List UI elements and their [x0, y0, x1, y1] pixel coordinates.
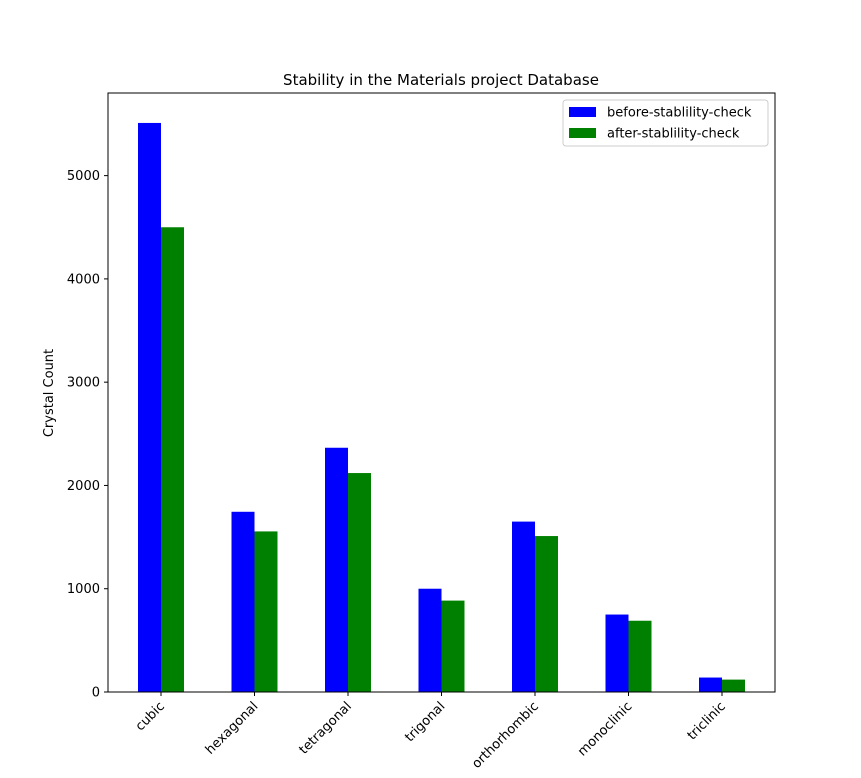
bars: [138, 122, 745, 693]
x-tick-label: triclinic: [685, 699, 729, 743]
legend-box: [562, 99, 769, 147]
bar-before-monoclinic: [605, 614, 629, 692]
x-ticks: cubic hexagonal tetragonal trigonal orthorho…: [133, 692, 729, 772]
y-tick-label: 4000: [67, 272, 100, 287]
x-tick-label: trigonal: [402, 699, 448, 745]
x-tick-label: cubic: [133, 699, 168, 734]
legend-swatch-before: [569, 107, 596, 117]
y-tick-label: 2000: [67, 479, 100, 494]
y-tick-label: 1000: [67, 582, 100, 597]
y-tick-label: 0: [92, 686, 100, 701]
bar-after-tetragonal: [348, 473, 371, 692]
legend-swatch-after: [569, 128, 596, 138]
legend-label-before: before-stablility-check: [607, 106, 752, 121]
x-tick-label: monoclinic: [575, 699, 635, 759]
bar-before-hexagonal: [231, 511, 255, 692]
bar-before-trigonal: [418, 588, 442, 692]
bar-after-triclinic: [722, 679, 745, 692]
y-tick-label: 5000: [67, 169, 100, 184]
y-tick-label: 3000: [67, 376, 100, 391]
bar-after-orthorhombic: [535, 536, 558, 692]
bar-before-triclinic: [699, 677, 722, 692]
x-tick-label: orthorhombic: [469, 699, 542, 772]
x-tick-label: hexagonal: [203, 699, 261, 757]
bar-before-tetragonal: [325, 447, 348, 692]
y-ticks: 0 1000 2000 3000 4000 5000: [67, 169, 108, 701]
bar-after-monoclinic: [628, 620, 652, 692]
legend: before-stablility-check after-stablility-…: [562, 99, 769, 147]
bar-before-cubic: [138, 122, 161, 692]
chart-title: Stability in the Materials project Datab…: [283, 71, 599, 89]
bar-after-cubic: [161, 227, 184, 693]
y-axis-label: Crystal Count: [42, 349, 57, 437]
plot-frame: [107, 92, 776, 693]
bar-after-hexagonal: [254, 531, 278, 692]
bar-before-orthorhombic: [512, 521, 535, 692]
x-tick-label: tetragonal: [296, 699, 354, 757]
bar-after-trigonal: [441, 600, 465, 692]
legend-label-after: after-stablility-check: [607, 127, 740, 142]
